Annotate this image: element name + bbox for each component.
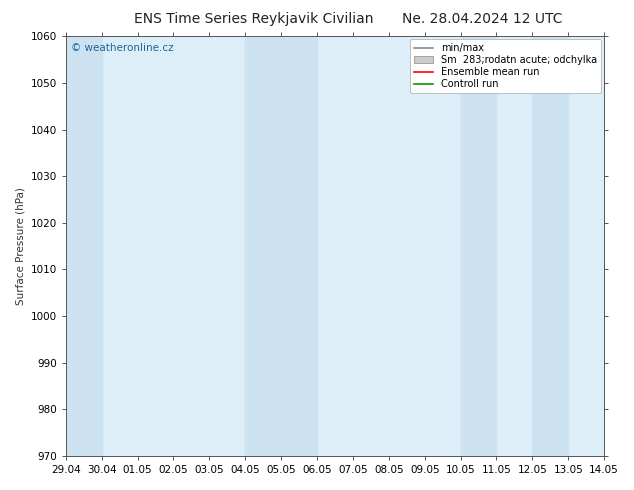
Bar [66,36,101,456]
Text: Ne. 28.04.2024 12 UTC: Ne. 28.04.2024 12 UTC [401,12,562,26]
Bar [533,36,568,456]
Bar [281,36,317,456]
Text: ENS Time Series Reykjavik Civilian: ENS Time Series Reykjavik Civilian [134,12,373,26]
Legend: min/max, Sm  283;rodatn acute; odchylka, Ensemble mean run, Controll run: min/max, Sm 283;rodatn acute; odchylka, … [410,39,601,93]
Y-axis label: Surface Pressure (hPa): Surface Pressure (hPa) [15,187,25,305]
Bar [245,36,281,456]
Bar [460,36,496,456]
Text: © weatheronline.cz: © weatheronline.cz [71,43,174,52]
